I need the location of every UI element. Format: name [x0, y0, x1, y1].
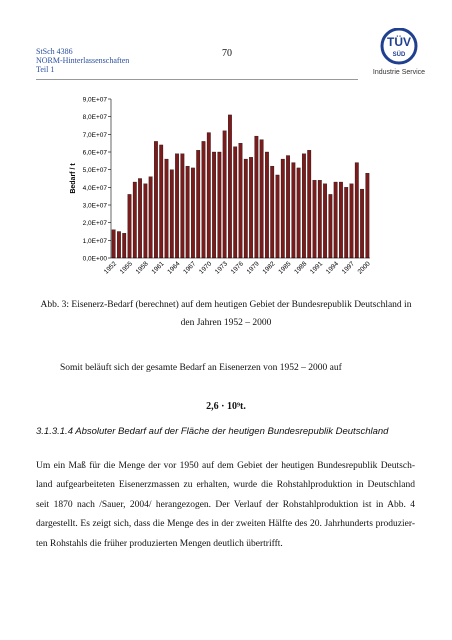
bar	[191, 167, 195, 259]
y-tick-label: 3,0E+07	[83, 203, 108, 210]
x-tick-label: 1979	[246, 260, 261, 275]
bar	[312, 180, 317, 259]
bar	[132, 181, 137, 259]
logo: TÜV SÜD Industrie Service	[373, 28, 425, 76]
header-line: StSch 4386	[36, 47, 73, 56]
formula: 2,6 · 10⁹t.	[206, 401, 246, 412]
bar	[127, 194, 132, 259]
logo-caption: Industrie Service	[373, 69, 425, 76]
y-tick-label: 7,0E+07	[83, 132, 108, 139]
x-tick-label: 1997	[341, 260, 356, 275]
bar	[249, 157, 253, 259]
bar	[196, 150, 201, 259]
logo-sub: SÜD	[393, 51, 406, 58]
bar	[212, 151, 216, 259]
paragraph-line: Um ein Maß für die Menge der vor 1950 au…	[36, 461, 415, 471]
y-tick-label: 8,0E+07	[83, 114, 108, 121]
bar	[354, 162, 359, 259]
x-tick-label: 1970	[198, 260, 213, 275]
bar	[175, 153, 179, 259]
x-tick-label: 1955	[119, 260, 134, 275]
paragraph-line: dargestellt. Es zeigt sich, dass die Men…	[36, 519, 415, 529]
bar	[164, 158, 169, 259]
bar	[122, 233, 127, 259]
paragraph-line: land aufgearbeiteten Eisenerzmassen zu e…	[36, 480, 415, 490]
bar	[270, 165, 275, 259]
logo-ring	[380, 28, 418, 65]
y-tick-label: 1,0E+07	[83, 238, 108, 245]
y-tick-label: 6,0E+07	[83, 150, 108, 157]
bar	[185, 165, 190, 259]
bar	[280, 158, 285, 259]
bar	[328, 194, 333, 259]
page-number: 70	[222, 48, 232, 59]
y-tick-label: 0,0E+00	[83, 256, 108, 263]
paragraph-line: seit 1870 nach /Sauer, 2004/ herangezoge…	[36, 500, 415, 510]
bar	[344, 187, 349, 259]
caption: Abb. 3: Eisenerz-Bedarf (berechnet) auf …	[40, 300, 412, 310]
bar	[228, 114, 232, 259]
y-tick-label: 2,0E+07	[83, 220, 108, 227]
bar	[365, 173, 370, 259]
bar	[291, 162, 296, 259]
bar	[254, 135, 259, 259]
bar	[265, 151, 269, 259]
x-tick-label: 1964	[166, 260, 181, 275]
bar	[238, 143, 243, 259]
bar	[339, 181, 343, 259]
x-tick-label: 1976	[230, 260, 245, 275]
x-tick-label: 2000	[357, 260, 372, 275]
bar	[259, 139, 264, 259]
bar	[349, 183, 354, 259]
y-axis-label: Bedarf / t	[70, 163, 77, 194]
bar	[148, 176, 153, 259]
header-line: Teil 1	[36, 65, 55, 74]
y-tick-label: 5,0E+07	[83, 167, 108, 174]
bar	[302, 153, 306, 259]
bar	[159, 144, 164, 259]
y-tick-label: 4,0E+07	[83, 185, 108, 192]
caption: den Jahren 1952 – 2000	[180, 318, 272, 328]
bar	[222, 130, 227, 259]
bar	[317, 180, 322, 259]
x-tick-label: 1973	[214, 260, 229, 275]
x-tick-label: 1991	[309, 260, 324, 275]
bar	[217, 151, 222, 259]
bar	[296, 167, 301, 259]
bar	[143, 183, 148, 259]
x-tick-label: 1961	[150, 260, 165, 275]
x-tick-label: 1985	[277, 260, 292, 275]
y-tick-label: 9,0E+07	[83, 97, 108, 104]
logo-text: TÜV	[387, 34, 411, 49]
bar	[233, 146, 238, 259]
x-tick-label: 1994	[325, 260, 340, 275]
x-tick-label: 1967	[182, 260, 197, 275]
bar	[111, 229, 116, 259]
bar	[138, 178, 142, 259]
bar	[307, 150, 312, 259]
bar	[117, 231, 121, 259]
chart: Bedarf / t 0,0E+00 1,0E+07 2,0E+07 3,0E+07 4,…	[70, 97, 372, 276]
bar	[243, 158, 248, 259]
bar	[286, 155, 290, 259]
header-line: NORM-Hinterlassenschaften	[36, 56, 130, 65]
bar	[323, 183, 327, 259]
bar	[333, 181, 338, 259]
x-tick-label: 1988	[293, 260, 308, 275]
section-heading: 3.1.3.1.4 Absoluter Bedarf auf der Fläch…	[36, 426, 389, 437]
bar	[180, 153, 185, 259]
header-rule	[36, 79, 358, 80]
bar	[206, 132, 211, 259]
bar	[201, 141, 206, 259]
bar	[169, 169, 174, 259]
x-tick-label: 1982	[261, 260, 276, 275]
bar	[275, 174, 280, 259]
bar	[154, 141, 158, 259]
x-tick-label: 1958	[135, 260, 150, 275]
x-tick-label: 1952	[103, 260, 118, 275]
bar	[360, 188, 364, 259]
sentence: Somit beläuft sich der gesamte Bedarf an…	[60, 363, 342, 373]
paragraph-line: ten Rohstahls die früher produzierten Me…	[36, 539, 283, 549]
